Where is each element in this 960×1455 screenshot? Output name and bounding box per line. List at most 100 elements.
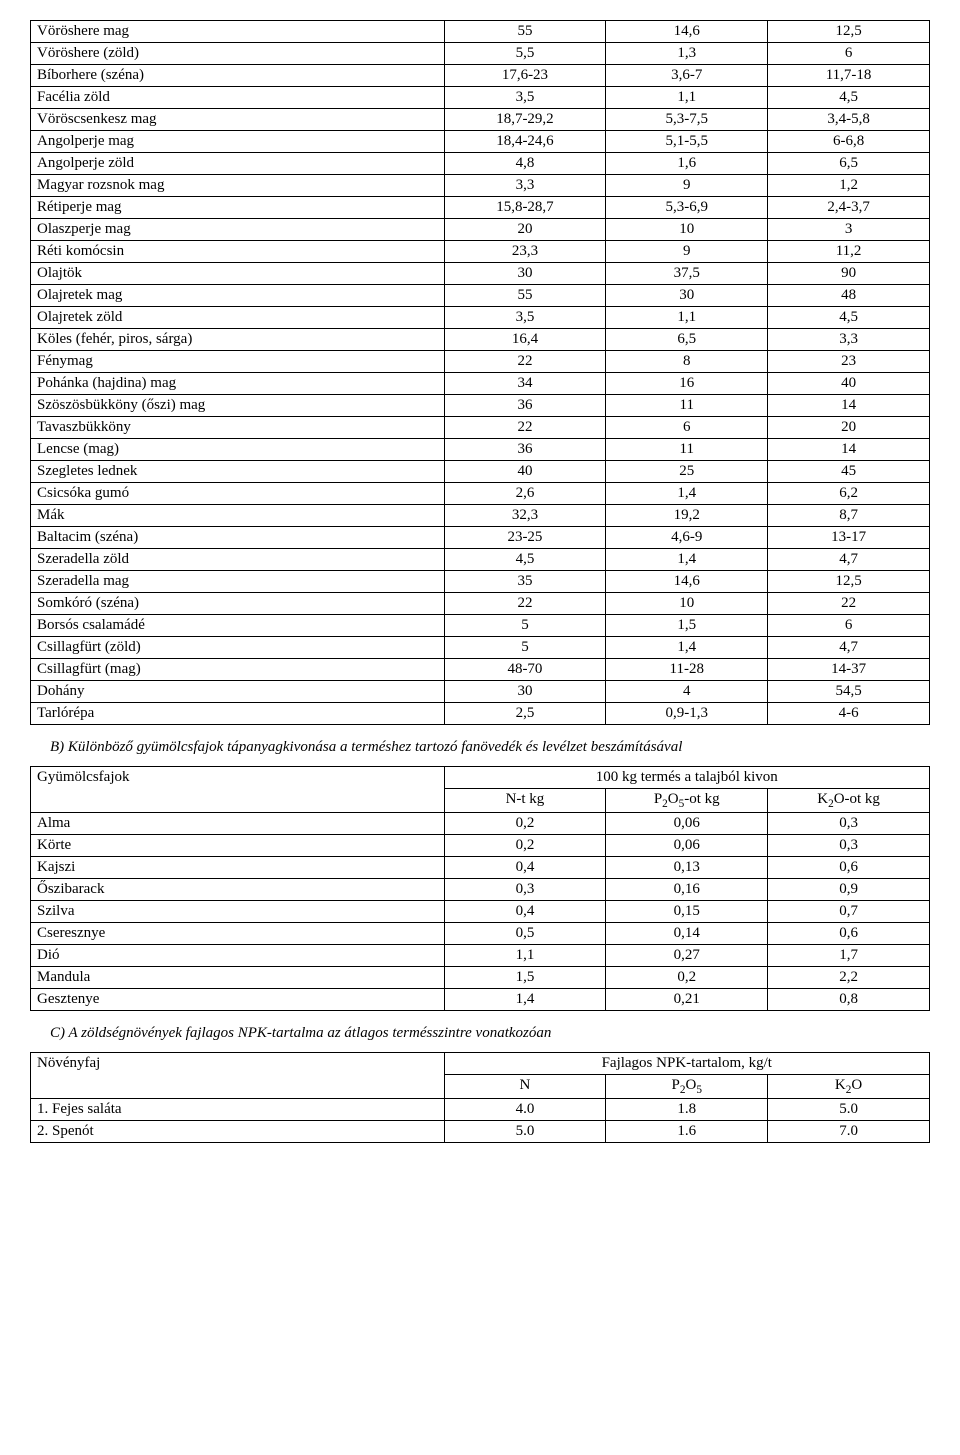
table-b-cell: 0,9 xyxy=(768,879,930,901)
table-a-cell: 35 xyxy=(444,571,606,593)
table-b-cell: Szilva xyxy=(31,901,445,923)
table-a-cell: 2,6 xyxy=(444,483,606,505)
table-a-cell: 1,2 xyxy=(768,175,930,197)
table-a-cell: 10 xyxy=(606,219,768,241)
table-b: Gyümölcsfajok 100 kg termés a talajból k… xyxy=(30,766,930,1011)
table-a-cell: 14,6 xyxy=(606,21,768,43)
table-b-cell: 0,6 xyxy=(768,923,930,945)
table-a-cell: 11,2 xyxy=(768,241,930,263)
table-a-cell: 5,1-5,5 xyxy=(606,131,768,153)
table-b-cell: 0,13 xyxy=(606,857,768,879)
table-b-cell: 1,1 xyxy=(444,945,606,967)
table-b-cell: 0,4 xyxy=(444,857,606,879)
table-a-cell: Lencse (mag) xyxy=(31,439,445,461)
table-b-cell: 0,7 xyxy=(768,901,930,923)
table-a-cell: 20 xyxy=(768,417,930,439)
table-a-cell: 40 xyxy=(444,461,606,483)
table-a-cell: 4-6 xyxy=(768,703,930,725)
table-a-row: Réti komócsin23,3911,2 xyxy=(31,241,930,263)
table-a-cell: Baltacim (széna) xyxy=(31,527,445,549)
table-a-cell: 14 xyxy=(768,439,930,461)
table-a-row: Szöszösbükköny (őszi) mag361114 xyxy=(31,395,930,417)
table-a-cell: Borsós csalamádé xyxy=(31,615,445,637)
table-a-cell: 20 xyxy=(444,219,606,241)
table-a-cell: 5 xyxy=(444,637,606,659)
table-a-cell: Olajtök xyxy=(31,263,445,285)
table-a-cell: 6 xyxy=(606,417,768,439)
table-c-header-row1: Növényfaj Fajlagos NPK-tartalom, kg/t xyxy=(31,1053,930,1075)
table-a-cell: Bíborhere (széna) xyxy=(31,65,445,87)
table-a-row: Vöröshere mag5514,612,5 xyxy=(31,21,930,43)
table-a-row: Lencse (mag)361114 xyxy=(31,439,930,461)
table-a-cell: 23 xyxy=(768,351,930,373)
table-a-row: Somkóró (széna)221022 xyxy=(31,593,930,615)
table-a-cell: 30 xyxy=(606,285,768,307)
table-a-cell: 8 xyxy=(606,351,768,373)
table-a-cell: 22 xyxy=(444,417,606,439)
table-a-cell: Vöröshere (zöld) xyxy=(31,43,445,65)
table-a-cell: 4,5 xyxy=(444,549,606,571)
table-a-cell: 4,7 xyxy=(768,549,930,571)
table-a-row: Köles (fehér, piros, sárga)16,46,53,3 xyxy=(31,329,930,351)
table-a-cell: 9 xyxy=(606,175,768,197)
table-a-cell: Szeradella mag xyxy=(31,571,445,593)
table-a-cell: Réti komócsin xyxy=(31,241,445,263)
table-a-cell: 8,7 xyxy=(768,505,930,527)
table-a-cell: 23-25 xyxy=(444,527,606,549)
table-b-row: Gesztenye1,40,210,8 xyxy=(31,989,930,1011)
table-b-cell: Körte xyxy=(31,835,445,857)
table-a-cell: 9 xyxy=(606,241,768,263)
table-a-cell: 11 xyxy=(606,395,768,417)
table-b-cell: 1,4 xyxy=(444,989,606,1011)
table-a-cell: 5,3-7,5 xyxy=(606,109,768,131)
table-a-cell: Olaszperje mag xyxy=(31,219,445,241)
table-a-cell: 22 xyxy=(768,593,930,615)
table-c-row: 2. Spenót5.01.67.0 xyxy=(31,1121,930,1143)
table-a-row: Dohány30454,5 xyxy=(31,681,930,703)
table-a-cell: Facélia zöld xyxy=(31,87,445,109)
table-b-cell: 0,8 xyxy=(768,989,930,1011)
table-a-row: Pohánka (hajdina) mag341640 xyxy=(31,373,930,395)
table-b-cell: 0,06 xyxy=(606,813,768,835)
table-b-row: Mandula1,50,22,2 xyxy=(31,967,930,989)
table-a-row: Szeradella zöld4,51,44,7 xyxy=(31,549,930,571)
table-a-cell: 2,4-3,7 xyxy=(768,197,930,219)
table-a-row: Olajretek zöld3,51,14,5 xyxy=(31,307,930,329)
table-a-cell: Magyar rozsnok mag xyxy=(31,175,445,197)
table-b-cell: 0,14 xyxy=(606,923,768,945)
table-a-cell: Tavaszbükköny xyxy=(31,417,445,439)
table-a-row: Angolperje mag18,4-24,65,1-5,56-6,8 xyxy=(31,131,930,153)
table-a-cell: 23,3 xyxy=(444,241,606,263)
table-a-cell: 1,5 xyxy=(606,615,768,637)
table-a-row: Csillagfürt (zöld)51,44,7 xyxy=(31,637,930,659)
table-a-cell: 40 xyxy=(768,373,930,395)
table-a-cell: 17,6-23 xyxy=(444,65,606,87)
table-b-cell: 0,2 xyxy=(444,835,606,857)
section-b-title: B) Különböző gyümölcsfajok tápanyagkivon… xyxy=(50,739,930,756)
table-a-cell: Csillagfürt (zöld) xyxy=(31,637,445,659)
table-b-row: Cseresznye0,50,140,6 xyxy=(31,923,930,945)
table-a-cell: 14 xyxy=(768,395,930,417)
table-c-cell: 7.0 xyxy=(768,1121,930,1143)
table-a-cell: Somkóró (széna) xyxy=(31,593,445,615)
table-a-row: Szegletes lednek402545 xyxy=(31,461,930,483)
table-a-cell: 18,7-29,2 xyxy=(444,109,606,131)
table-a-cell: 6-6,8 xyxy=(768,131,930,153)
table-b-row: Őszibarack0,30,160,9 xyxy=(31,879,930,901)
table-a-row: Vöröscsenkesz mag18,7-29,25,3-7,53,4-5,8 xyxy=(31,109,930,131)
table-b-cell: 0,16 xyxy=(606,879,768,901)
table-a-cell: 10 xyxy=(606,593,768,615)
table-b-cell: 0,4 xyxy=(444,901,606,923)
table-a-cell: 3,3 xyxy=(768,329,930,351)
table-a-row: Vöröshere (zöld)5,51,36 xyxy=(31,43,930,65)
table-a-row: Facélia zöld3,51,14,5 xyxy=(31,87,930,109)
table-b-cell: 0,2 xyxy=(606,967,768,989)
table-a-cell: 1,4 xyxy=(606,483,768,505)
table-a-cell: 15,8-28,7 xyxy=(444,197,606,219)
table-b-cell: 1,7 xyxy=(768,945,930,967)
table-c-cell: 4.0 xyxy=(444,1099,606,1121)
table-a-row: Olaszperje mag20103 xyxy=(31,219,930,241)
table-a-cell: 16,4 xyxy=(444,329,606,351)
table-a-row: Csillagfürt (mag)48-7011-2814-37 xyxy=(31,659,930,681)
table-a-cell: 16 xyxy=(606,373,768,395)
